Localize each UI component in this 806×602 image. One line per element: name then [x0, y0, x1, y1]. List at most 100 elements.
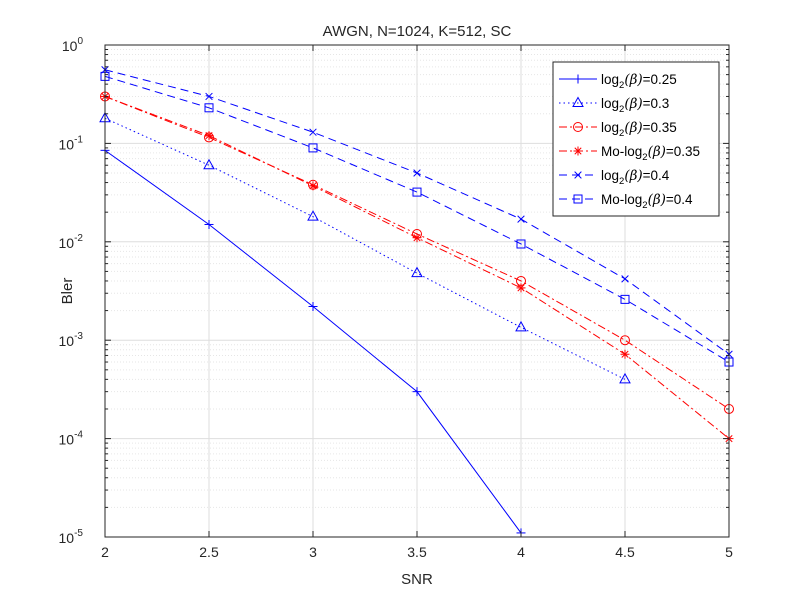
legend-label-value: =0.3: [643, 96, 670, 111]
x-tick-labels: 2 2.5 3 3.5 4 4.5 5: [101, 544, 733, 560]
legend-label: log2(β)=0.35: [601, 120, 677, 139]
data-point: [309, 128, 317, 136]
data-point: [203, 158, 215, 170]
data-point: [621, 275, 629, 283]
data-point: [204, 103, 214, 113]
marker-circle: [573, 122, 583, 132]
legend-item: log2(β)=0.35: [559, 120, 677, 139]
x-tick-label: 2: [101, 544, 109, 560]
chart-title: AWGN, N=1024, K=512, SC: [323, 23, 512, 40]
legend-box: [552, 61, 720, 217]
legend-label-prefix: Mo-log: [601, 192, 642, 207]
data-point: [308, 302, 318, 312]
marker-triangle: [572, 96, 584, 107]
legend-label-beta: (β): [648, 192, 666, 208]
legend-label-value: =0.35: [643, 120, 677, 135]
legend-item: Mo-log2(β)=0.35: [559, 144, 700, 163]
y-tick-label: 10-2: [59, 233, 84, 251]
legend-label-value: =0.35: [666, 144, 700, 159]
legend-label-beta: (β): [624, 120, 642, 136]
data-point: [412, 387, 422, 397]
y-tick-label: 10-4: [59, 430, 84, 448]
y-tick-base: 10: [59, 136, 75, 152]
legend-label: log2(β)=0.3: [601, 96, 669, 115]
data-point: [411, 266, 423, 278]
y-tick-exponent: -2: [74, 233, 83, 244]
legend-label-subscript: 2: [619, 176, 624, 187]
series-line: [104, 117, 626, 380]
ticks: [104, 44, 730, 538]
data-point: [308, 181, 318, 191]
legend-label-subscript: 2: [642, 152, 647, 163]
y-axis-label: Bler: [59, 278, 76, 305]
series-group: [99, 66, 734, 538]
x-tick-label: 4: [517, 544, 525, 560]
data-point: [620, 294, 630, 304]
x-tick-label: 5: [725, 544, 733, 560]
y-tick-exponent: -1: [74, 134, 83, 145]
y-tick-exponent: -4: [74, 430, 83, 441]
y-tick-exponent: -3: [74, 331, 83, 342]
legend-label-subscript: 2: [642, 200, 647, 211]
legend-item: log2(β)=0.4: [559, 168, 670, 187]
y-tick-label: 10-5: [59, 528, 84, 546]
x-axis-label: SNR: [401, 571, 433, 588]
legend-label-beta: (β): [624, 72, 642, 88]
x-tick-label: 4.5: [615, 544, 635, 560]
legend-label-value: =0.4: [666, 192, 693, 207]
y-tick-base: 10: [59, 530, 75, 546]
legend-label-subscript: 2: [619, 128, 624, 139]
y-tick-base: 10: [59, 432, 75, 448]
x-tick-label: 3: [309, 544, 317, 560]
legend-label-prefix: log: [601, 168, 619, 183]
data-point: [412, 187, 422, 197]
y-tick-label: 10-3: [59, 331, 84, 349]
data-point: [516, 239, 526, 249]
legend-label-prefix: Mo-log: [601, 144, 642, 159]
legend-label: log2(β)=0.25: [601, 72, 677, 91]
legend-label-subscript: 2: [619, 80, 624, 91]
y-tick-base: 10: [62, 38, 78, 54]
legend-label: Mo-log2(β)=0.35: [601, 144, 700, 163]
legend-label-beta: (β): [624, 168, 642, 184]
legend-label-beta: (β): [648, 144, 666, 160]
legend-label-beta: (β): [624, 96, 642, 112]
data-point: [205, 92, 213, 101]
marker-asterisk: [573, 146, 583, 156]
x-tick-label: 3.5: [407, 544, 427, 560]
y-tick-exponent: -5: [74, 528, 83, 539]
legend-item: log2(β)=0.3: [559, 96, 669, 115]
y-tick-base: 10: [59, 333, 75, 349]
y-tick-label: 10-1: [59, 134, 84, 152]
legend-label-subscript: 2: [619, 104, 624, 115]
data-point: [307, 210, 319, 221]
marker-plus: [573, 74, 583, 84]
y-tick-label: 100: [62, 36, 84, 54]
data-point: [517, 215, 525, 223]
legend-item: log2(β)=0.25: [559, 72, 677, 91]
data-point: [620, 349, 630, 359]
legend-label-prefix: log: [601, 72, 619, 87]
legend-item: Mo-log2(β)=0.4: [559, 192, 693, 211]
legend-label-value: =0.4: [643, 168, 670, 183]
y-tick-base: 10: [59, 235, 75, 251]
series-6: [100, 71, 734, 367]
data-point: [516, 283, 526, 293]
legend-label-prefix: log: [601, 120, 619, 135]
data-point: [308, 143, 318, 153]
data-point: [413, 169, 421, 177]
legend: log2(β)=0.25log2(β)=0.3log2(β)=0.35Mo-lo…: [552, 61, 720, 217]
data-point: [204, 131, 214, 141]
legend-label: log2(β)=0.4: [601, 168, 670, 187]
series-line: [104, 75, 730, 363]
data-point: [620, 335, 630, 346]
data-point: [515, 320, 527, 332]
legend-label-prefix: log: [601, 96, 619, 111]
data-point: [619, 372, 631, 384]
marker-cross: [574, 171, 582, 179]
legend-label: Mo-log2(β)=0.4: [601, 192, 693, 211]
marker-square: [573, 194, 583, 204]
y-tick-exponent: 0: [77, 36, 83, 47]
